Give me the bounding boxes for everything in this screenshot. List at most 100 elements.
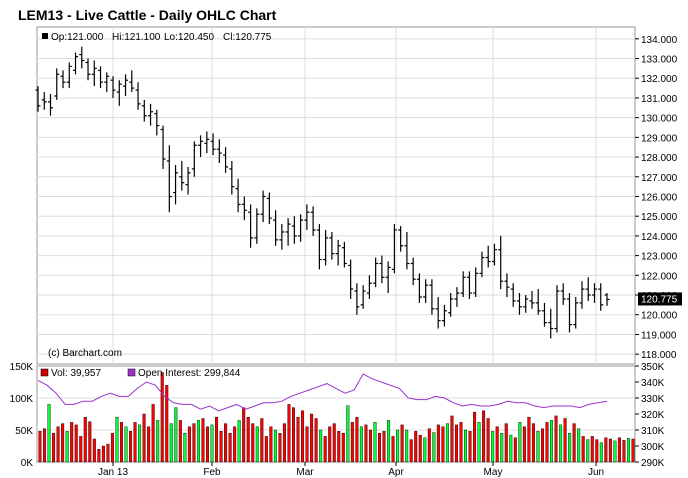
chart-title: LEM13 - Live Cattle - Daily OHLC Chart bbox=[18, 7, 277, 23]
volume-bar bbox=[160, 372, 164, 463]
info-low: Lo:120.450 bbox=[164, 32, 214, 43]
volume-bar bbox=[513, 437, 517, 463]
ohlc-bar bbox=[466, 271, 472, 299]
price-tick-label: 124.000 bbox=[641, 232, 678, 243]
ohlc-bar bbox=[123, 74, 129, 96]
oi-tick-label: 300K bbox=[641, 442, 665, 453]
ohlc-bar bbox=[354, 283, 360, 315]
volume-bar bbox=[631, 438, 635, 463]
volume-bar bbox=[486, 418, 490, 463]
ohlc-bar bbox=[79, 46, 85, 69]
volume-bar bbox=[436, 424, 440, 463]
ohlc-bar bbox=[335, 239, 341, 266]
volume-bar bbox=[491, 431, 495, 463]
ohlc-bar bbox=[385, 261, 391, 294]
price-tick-label: 119.000 bbox=[641, 330, 677, 341]
price-tick-label: 128.000 bbox=[641, 153, 678, 164]
price-tick-label: 122.000 bbox=[641, 271, 678, 282]
volume-bar bbox=[70, 422, 74, 463]
price-tick-label: 134.000 bbox=[641, 35, 678, 46]
volume-legend-swatch bbox=[40, 368, 49, 377]
ohlc-bar bbox=[66, 62, 72, 89]
ohlc-bar bbox=[341, 241, 347, 268]
volume-bar bbox=[260, 418, 264, 463]
volume-bar bbox=[373, 422, 377, 463]
volume-bar bbox=[165, 385, 169, 463]
volume-bar bbox=[522, 426, 526, 463]
ohlc-bar bbox=[448, 293, 454, 317]
volume-bar bbox=[595, 439, 599, 463]
volume-bar bbox=[423, 437, 427, 463]
ohlc-bar bbox=[491, 243, 497, 266]
volume-bar bbox=[133, 422, 137, 463]
volume-bar bbox=[450, 415, 454, 463]
ohlc-bar bbox=[460, 271, 466, 297]
volume-bar bbox=[301, 410, 305, 463]
volume-bar bbox=[581, 436, 585, 463]
volume-bar bbox=[473, 411, 477, 463]
ohlc-bar bbox=[435, 296, 441, 329]
ohlc-bar bbox=[285, 218, 291, 246]
ohlc-bar bbox=[116, 80, 122, 106]
volume-bar bbox=[38, 431, 42, 463]
volume-bar bbox=[622, 440, 626, 463]
ohlc-bar bbox=[198, 135, 204, 158]
ohlc-bar bbox=[479, 251, 485, 278]
price-tick-label: 123.000 bbox=[641, 252, 678, 263]
volume-bar bbox=[174, 407, 178, 463]
x-tick-label: Jan 13 bbox=[98, 467, 128, 478]
volume-bar bbox=[482, 410, 486, 463]
oi-tick-label: 330K bbox=[641, 394, 665, 405]
info-high: Hi:121.100 bbox=[112, 32, 161, 43]
ohlc-bar bbox=[498, 235, 504, 290]
volume-bar bbox=[617, 437, 621, 463]
volume-bar bbox=[391, 436, 395, 463]
ohlc-bar bbox=[516, 293, 522, 315]
ohlc-bar bbox=[60, 70, 66, 89]
open-interest-axis: 350K 340K 330K 320K 310K 300K 290K bbox=[635, 362, 665, 469]
volume-bar bbox=[509, 434, 513, 463]
volume-bar bbox=[427, 428, 431, 463]
volume-bar bbox=[61, 423, 65, 463]
price-axis: 134.000 133.000 132.000 131.000 130.000 129.0… bbox=[635, 35, 678, 361]
volume-bar bbox=[504, 423, 508, 463]
price-tick-label: 129.000 bbox=[641, 133, 678, 144]
ohlc-bar bbox=[235, 178, 241, 213]
ohlc-bar bbox=[604, 293, 610, 306]
ohlc-bar bbox=[98, 66, 104, 89]
volume-bar bbox=[540, 428, 544, 463]
volume-tick-label: 50K bbox=[15, 426, 33, 437]
ohlc-bar bbox=[185, 166, 191, 195]
volume-bars bbox=[38, 372, 635, 463]
x-tick-label: May bbox=[484, 467, 503, 478]
ohlc-bar bbox=[391, 224, 397, 274]
volume-bar bbox=[205, 426, 209, 463]
ohlc-bar bbox=[54, 68, 60, 100]
volume-bar bbox=[445, 423, 449, 463]
volume-bar bbox=[43, 428, 47, 463]
volume-legend: Vol: 39,957 bbox=[51, 368, 101, 379]
volume-bar bbox=[368, 429, 372, 463]
ohlc-bar bbox=[579, 281, 585, 309]
ohlc-bar bbox=[423, 279, 429, 303]
ohlc-bar bbox=[504, 273, 510, 297]
volume-bar bbox=[119, 422, 123, 463]
volume-bar bbox=[156, 420, 160, 463]
volume-bar bbox=[201, 418, 205, 463]
info-marker bbox=[42, 33, 48, 39]
volume-bar bbox=[604, 437, 608, 463]
ohlc-bar bbox=[360, 285, 366, 309]
volume-bar bbox=[495, 426, 499, 463]
volume-bar bbox=[432, 432, 436, 463]
ohlc-bar bbox=[298, 214, 304, 242]
ohlc-bar bbox=[566, 293, 572, 333]
volume-bar bbox=[65, 431, 69, 463]
volume-bar bbox=[355, 417, 359, 463]
volume-bar bbox=[110, 433, 114, 463]
volume-bar bbox=[287, 404, 291, 463]
volume-bar bbox=[192, 423, 196, 463]
volume-bar bbox=[364, 424, 368, 463]
x-tick-label: Mar bbox=[296, 467, 314, 478]
volume-bar bbox=[242, 407, 246, 463]
x-tick-label: Feb bbox=[203, 467, 221, 478]
